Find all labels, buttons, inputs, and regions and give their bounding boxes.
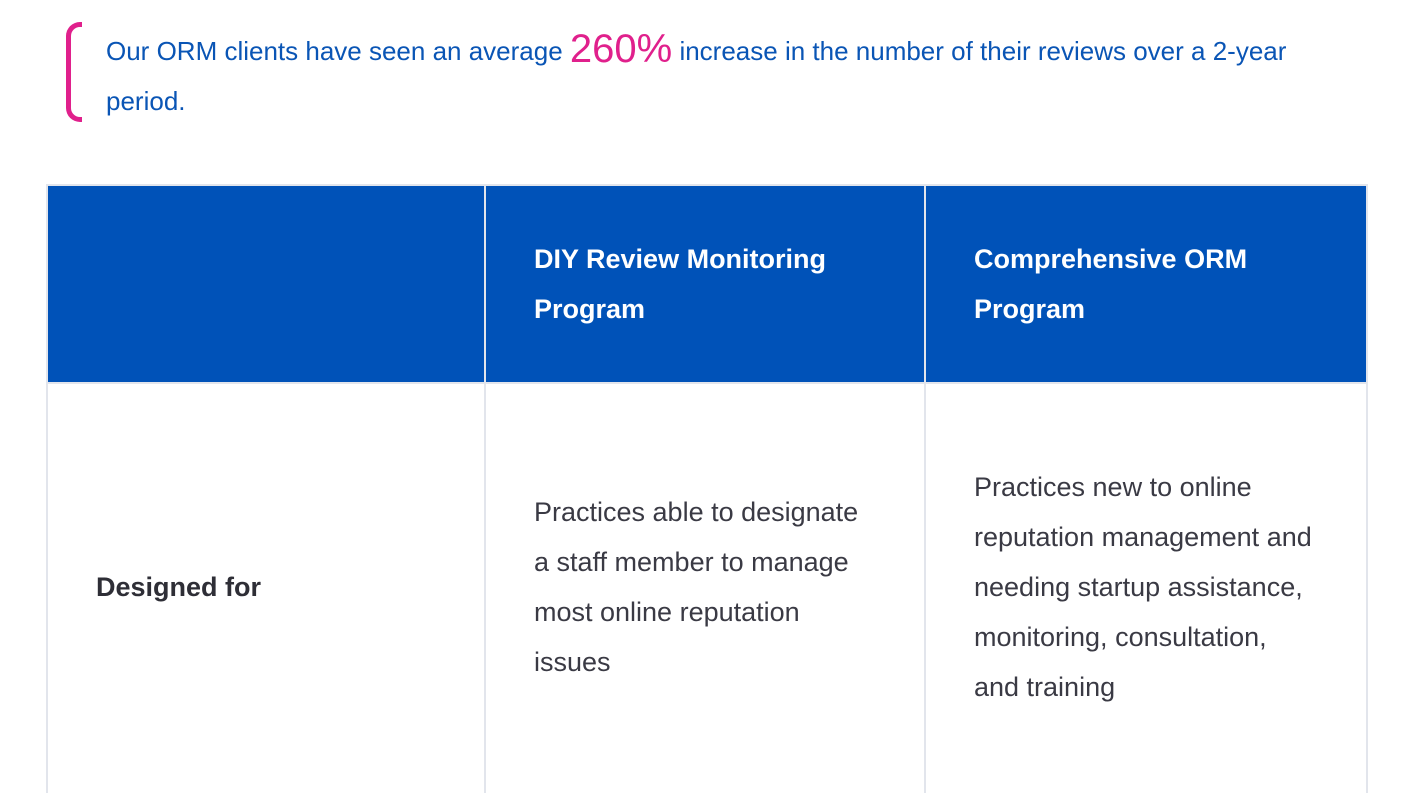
row-label-text: Designed for: [96, 571, 262, 602]
table-header-row: DIY Review Monitoring Program Comprehens…: [46, 184, 1368, 384]
callout-text-after: increase in the number of their reviews …: [106, 36, 1287, 116]
table-row: Designed for Practices able to designate…: [46, 382, 1368, 793]
quote-bracket-icon: [66, 22, 82, 122]
comparison-table: DIY Review Monitoring Program Comprehens…: [46, 184, 1368, 793]
cell-diy-text: Practices able to designate a staff memb…: [534, 496, 859, 677]
row-label-designed-for: Designed for: [46, 382, 486, 793]
callout-text: Our ORM clients have seen an average 260…: [106, 24, 1306, 126]
header-diy-program: DIY Review Monitoring Program: [484, 184, 926, 384]
callout-text-before: Our ORM clients have seen an average: [106, 36, 570, 66]
cell-comprehensive-designed-for: Practices new to online reputation manag…: [924, 382, 1368, 793]
cell-comprehensive-text: Practices new to online reputation manag…: [974, 471, 1312, 702]
callout-quote: Our ORM clients have seen an average 260…: [62, 18, 1322, 126]
header-empty-cell: [46, 184, 486, 384]
callout-stat: 260%: [569, 27, 673, 71]
header-comprehensive-program: Comprehensive ORM Program: [924, 184, 1368, 384]
cell-diy-designed-for: Practices able to designate a staff memb…: [484, 382, 926, 793]
